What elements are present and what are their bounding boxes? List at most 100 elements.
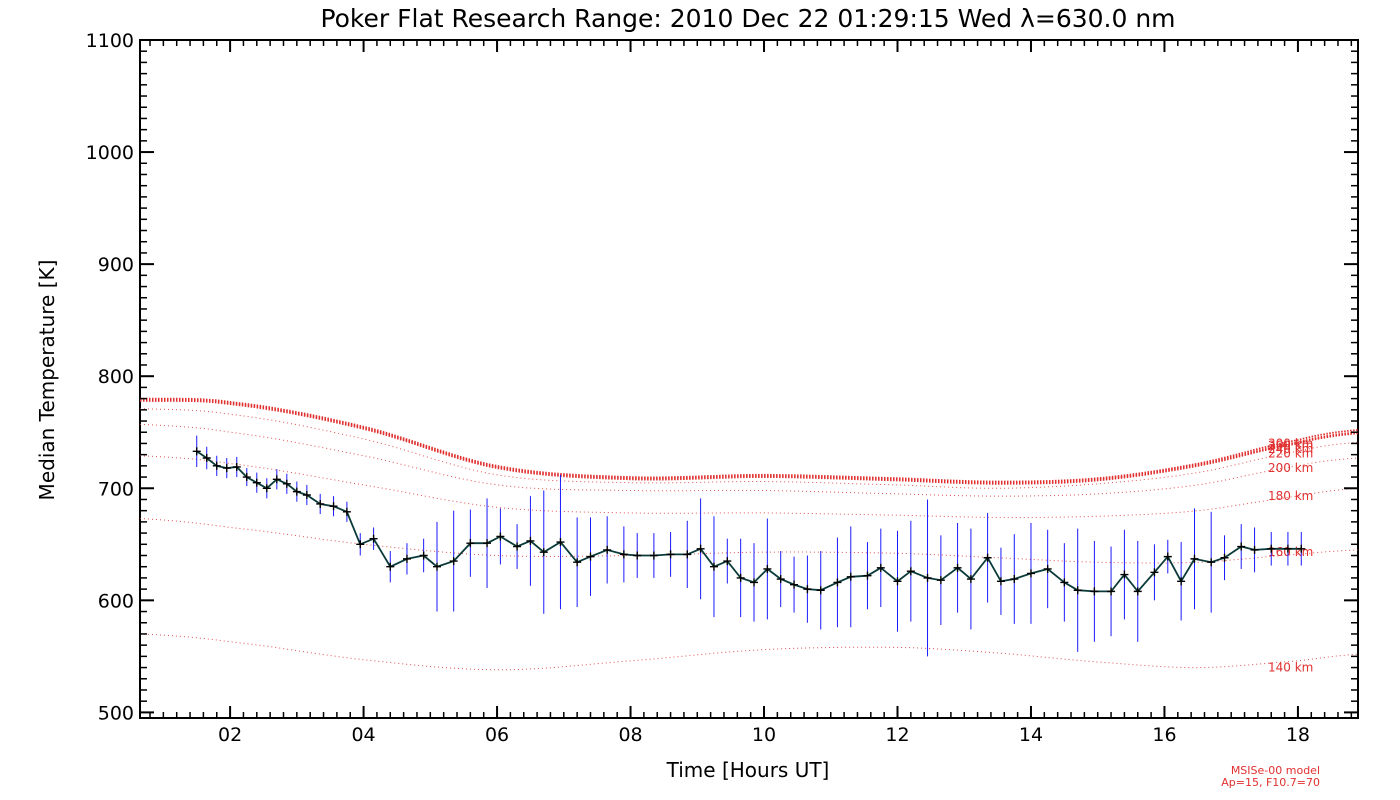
temperature-line [196, 450, 1302, 593]
data-point [936, 576, 945, 585]
data-point [222, 464, 231, 473]
data-point [513, 542, 522, 551]
data-point [996, 577, 1005, 586]
model-curve-200-km [139, 423, 1359, 497]
data-point [1026, 569, 1035, 578]
y-axis-label: Median Temperature [K] [35, 260, 59, 501]
data-point [1107, 587, 1116, 596]
chart-title: Poker Flat Research Range: 2010 Dec 22 0… [320, 4, 1175, 33]
data-point [282, 479, 291, 488]
data-point [292, 487, 301, 496]
data-point [1237, 542, 1246, 551]
data-point [649, 551, 658, 560]
data-point [696, 544, 705, 553]
data-point [232, 462, 241, 471]
data-point [983, 553, 992, 562]
data-point [1150, 568, 1159, 577]
data-point [1043, 564, 1052, 573]
data-point [356, 540, 365, 549]
data-point [906, 567, 915, 576]
model-params-note: Ap=15, F10.7=70 [1221, 776, 1320, 789]
data-point [329, 502, 338, 511]
data-point [242, 473, 251, 482]
y-tick-label: 500 [98, 702, 134, 724]
y-tick-label: 1000 [86, 142, 134, 164]
data-point [763, 564, 772, 573]
data-point [526, 536, 535, 545]
model-label: 300 km [1268, 436, 1313, 450]
data-point [1010, 575, 1019, 584]
model-curve-260-km [139, 398, 1359, 484]
data-point [316, 499, 325, 508]
y-tick-label: 800 [98, 366, 134, 388]
data-point [419, 551, 428, 560]
data-point [556, 538, 565, 547]
data-point [816, 586, 825, 595]
data-point [863, 571, 872, 580]
data-point [1220, 553, 1229, 562]
data-point [666, 550, 675, 559]
data-point [776, 575, 785, 584]
x-tick-label: 16 [1152, 724, 1176, 746]
model-label: 160 km [1268, 545, 1313, 559]
data-point [1250, 545, 1259, 554]
y-tick-label: 1100 [86, 30, 134, 52]
data-point [202, 454, 211, 463]
data-point [1267, 544, 1276, 553]
data-point [953, 563, 962, 572]
data-point [1090, 587, 1099, 596]
model-curve-160-km [139, 518, 1359, 564]
data-point [846, 572, 855, 581]
x-tick-label: 08 [618, 724, 642, 746]
data-point [252, 478, 261, 487]
x-tick-label: 14 [1019, 724, 1043, 746]
x-axis-label: Time [Hours UT] [666, 758, 830, 782]
data-point [466, 539, 475, 548]
data-point [449, 557, 458, 566]
model-label: 200 km [1268, 461, 1313, 475]
data-point [683, 550, 692, 559]
data-point [386, 562, 395, 571]
data-point [603, 545, 612, 554]
y-tick-label: 700 [98, 478, 134, 500]
data-point [1133, 587, 1142, 596]
model-curve-140-km [139, 633, 1359, 671]
data-point [790, 580, 799, 589]
model-label: 140 km [1268, 661, 1313, 675]
data-point [923, 573, 932, 582]
data-point [709, 562, 718, 571]
data-point [966, 575, 975, 584]
plot-frame [139, 39, 1359, 719]
data-point [586, 552, 595, 561]
data-point [402, 554, 411, 563]
data-point [833, 578, 842, 587]
data-point [302, 490, 311, 499]
data-point [192, 447, 201, 456]
model-label: 240 km [1268, 442, 1313, 456]
model-curve-220-km [139, 408, 1359, 489]
y-tick-label: 900 [98, 254, 134, 276]
data-point [272, 475, 281, 484]
data-point [496, 532, 505, 541]
data-point [573, 558, 582, 567]
x-tick-label: 10 [752, 724, 776, 746]
data-point [1297, 544, 1306, 553]
x-tick-label: 02 [218, 724, 242, 746]
data-point [1177, 577, 1186, 586]
data-point [893, 577, 902, 586]
data-point [432, 562, 441, 571]
data-point [1073, 586, 1082, 595]
x-tick-label: 06 [485, 724, 509, 746]
x-tick-label: 12 [885, 724, 909, 746]
data-point [736, 573, 745, 582]
data-point [1283, 544, 1292, 553]
model-curve-240-km [140, 399, 1359, 485]
data-point [369, 534, 378, 543]
data-point [212, 461, 221, 470]
data-point [483, 539, 492, 548]
y-tick-label: 600 [98, 590, 134, 612]
data-point [723, 557, 732, 566]
data-point [1207, 558, 1216, 567]
